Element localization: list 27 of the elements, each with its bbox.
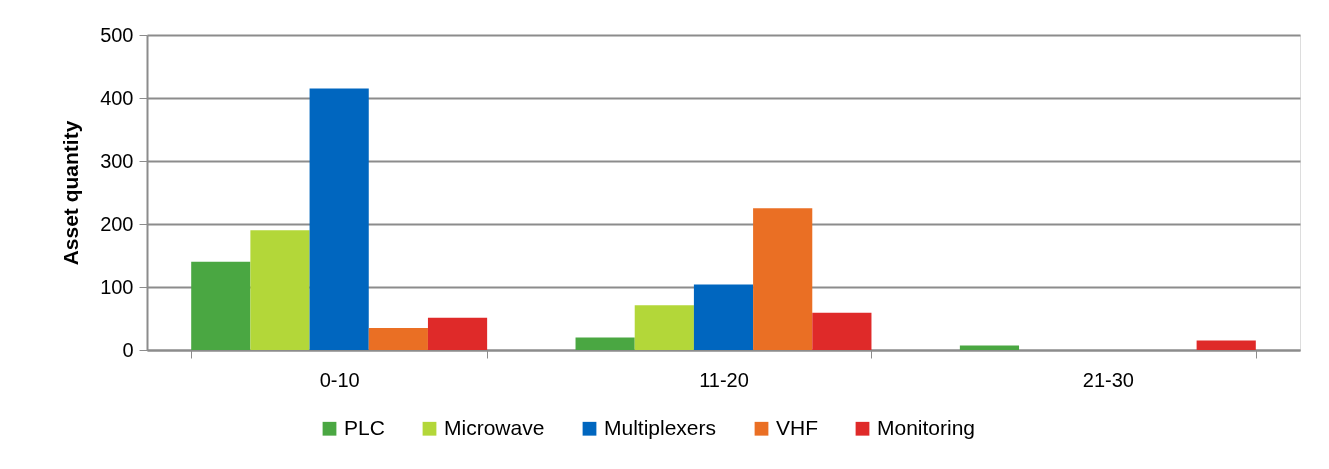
x-tick-label: 0-10: [319, 368, 360, 391]
bar: [959, 345, 1020, 350]
y-tick-label: 100: [100, 275, 134, 298]
y-tick-label: 300: [100, 149, 134, 172]
y-tick-label: 0: [122, 338, 134, 361]
legend-label: PLC: [344, 415, 385, 439]
y-tick-label: 200: [100, 212, 134, 235]
x-tick-label: 11-20: [699, 368, 749, 391]
bar: [812, 312, 872, 350]
legend-label: Monitoring: [877, 415, 976, 439]
y-tick-label: 400: [100, 86, 134, 109]
bar: [368, 327, 428, 350]
legend-label: VHF: [776, 415, 818, 439]
bar: [309, 88, 369, 350]
bar: [191, 261, 251, 350]
y-axis-title: Asset quantity: [59, 120, 83, 266]
bar: [250, 230, 310, 350]
legend-label: Microwave: [444, 415, 545, 439]
y-tick-label: 500: [100, 23, 134, 46]
bar: [1196, 340, 1256, 350]
bar: [693, 284, 754, 350]
x-tick-label: 21-30: [1082, 368, 1134, 391]
legend-label: Multiplexers: [604, 415, 717, 439]
bar: [753, 208, 813, 350]
bar: [575, 337, 635, 350]
bar: [634, 305, 694, 350]
bar: [427, 317, 488, 350]
